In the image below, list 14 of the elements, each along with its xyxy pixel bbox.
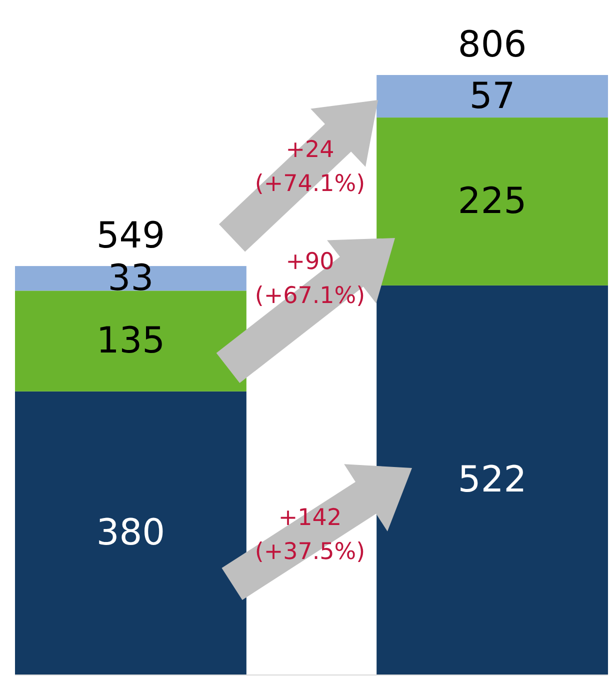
annotation: +142 (+37.5%) bbox=[254, 505, 366, 565]
total-label: 549 bbox=[96, 216, 166, 257]
data-label: 380 bbox=[96, 512, 166, 554]
bar bbox=[15, 391, 246, 675]
data-label: 57 bbox=[469, 76, 516, 117]
bar bbox=[376, 75, 608, 118]
data-label: 522 bbox=[458, 460, 527, 501]
bar bbox=[376, 285, 608, 675]
data-label: 225 bbox=[458, 180, 527, 222]
data-label: 33 bbox=[108, 258, 154, 299]
total-label: 806 bbox=[458, 24, 527, 66]
annotation: +90 (+67.1%) bbox=[254, 249, 366, 309]
data-label: 135 bbox=[96, 320, 166, 362]
annotation: +24 (+74.1%) bbox=[254, 137, 366, 197]
